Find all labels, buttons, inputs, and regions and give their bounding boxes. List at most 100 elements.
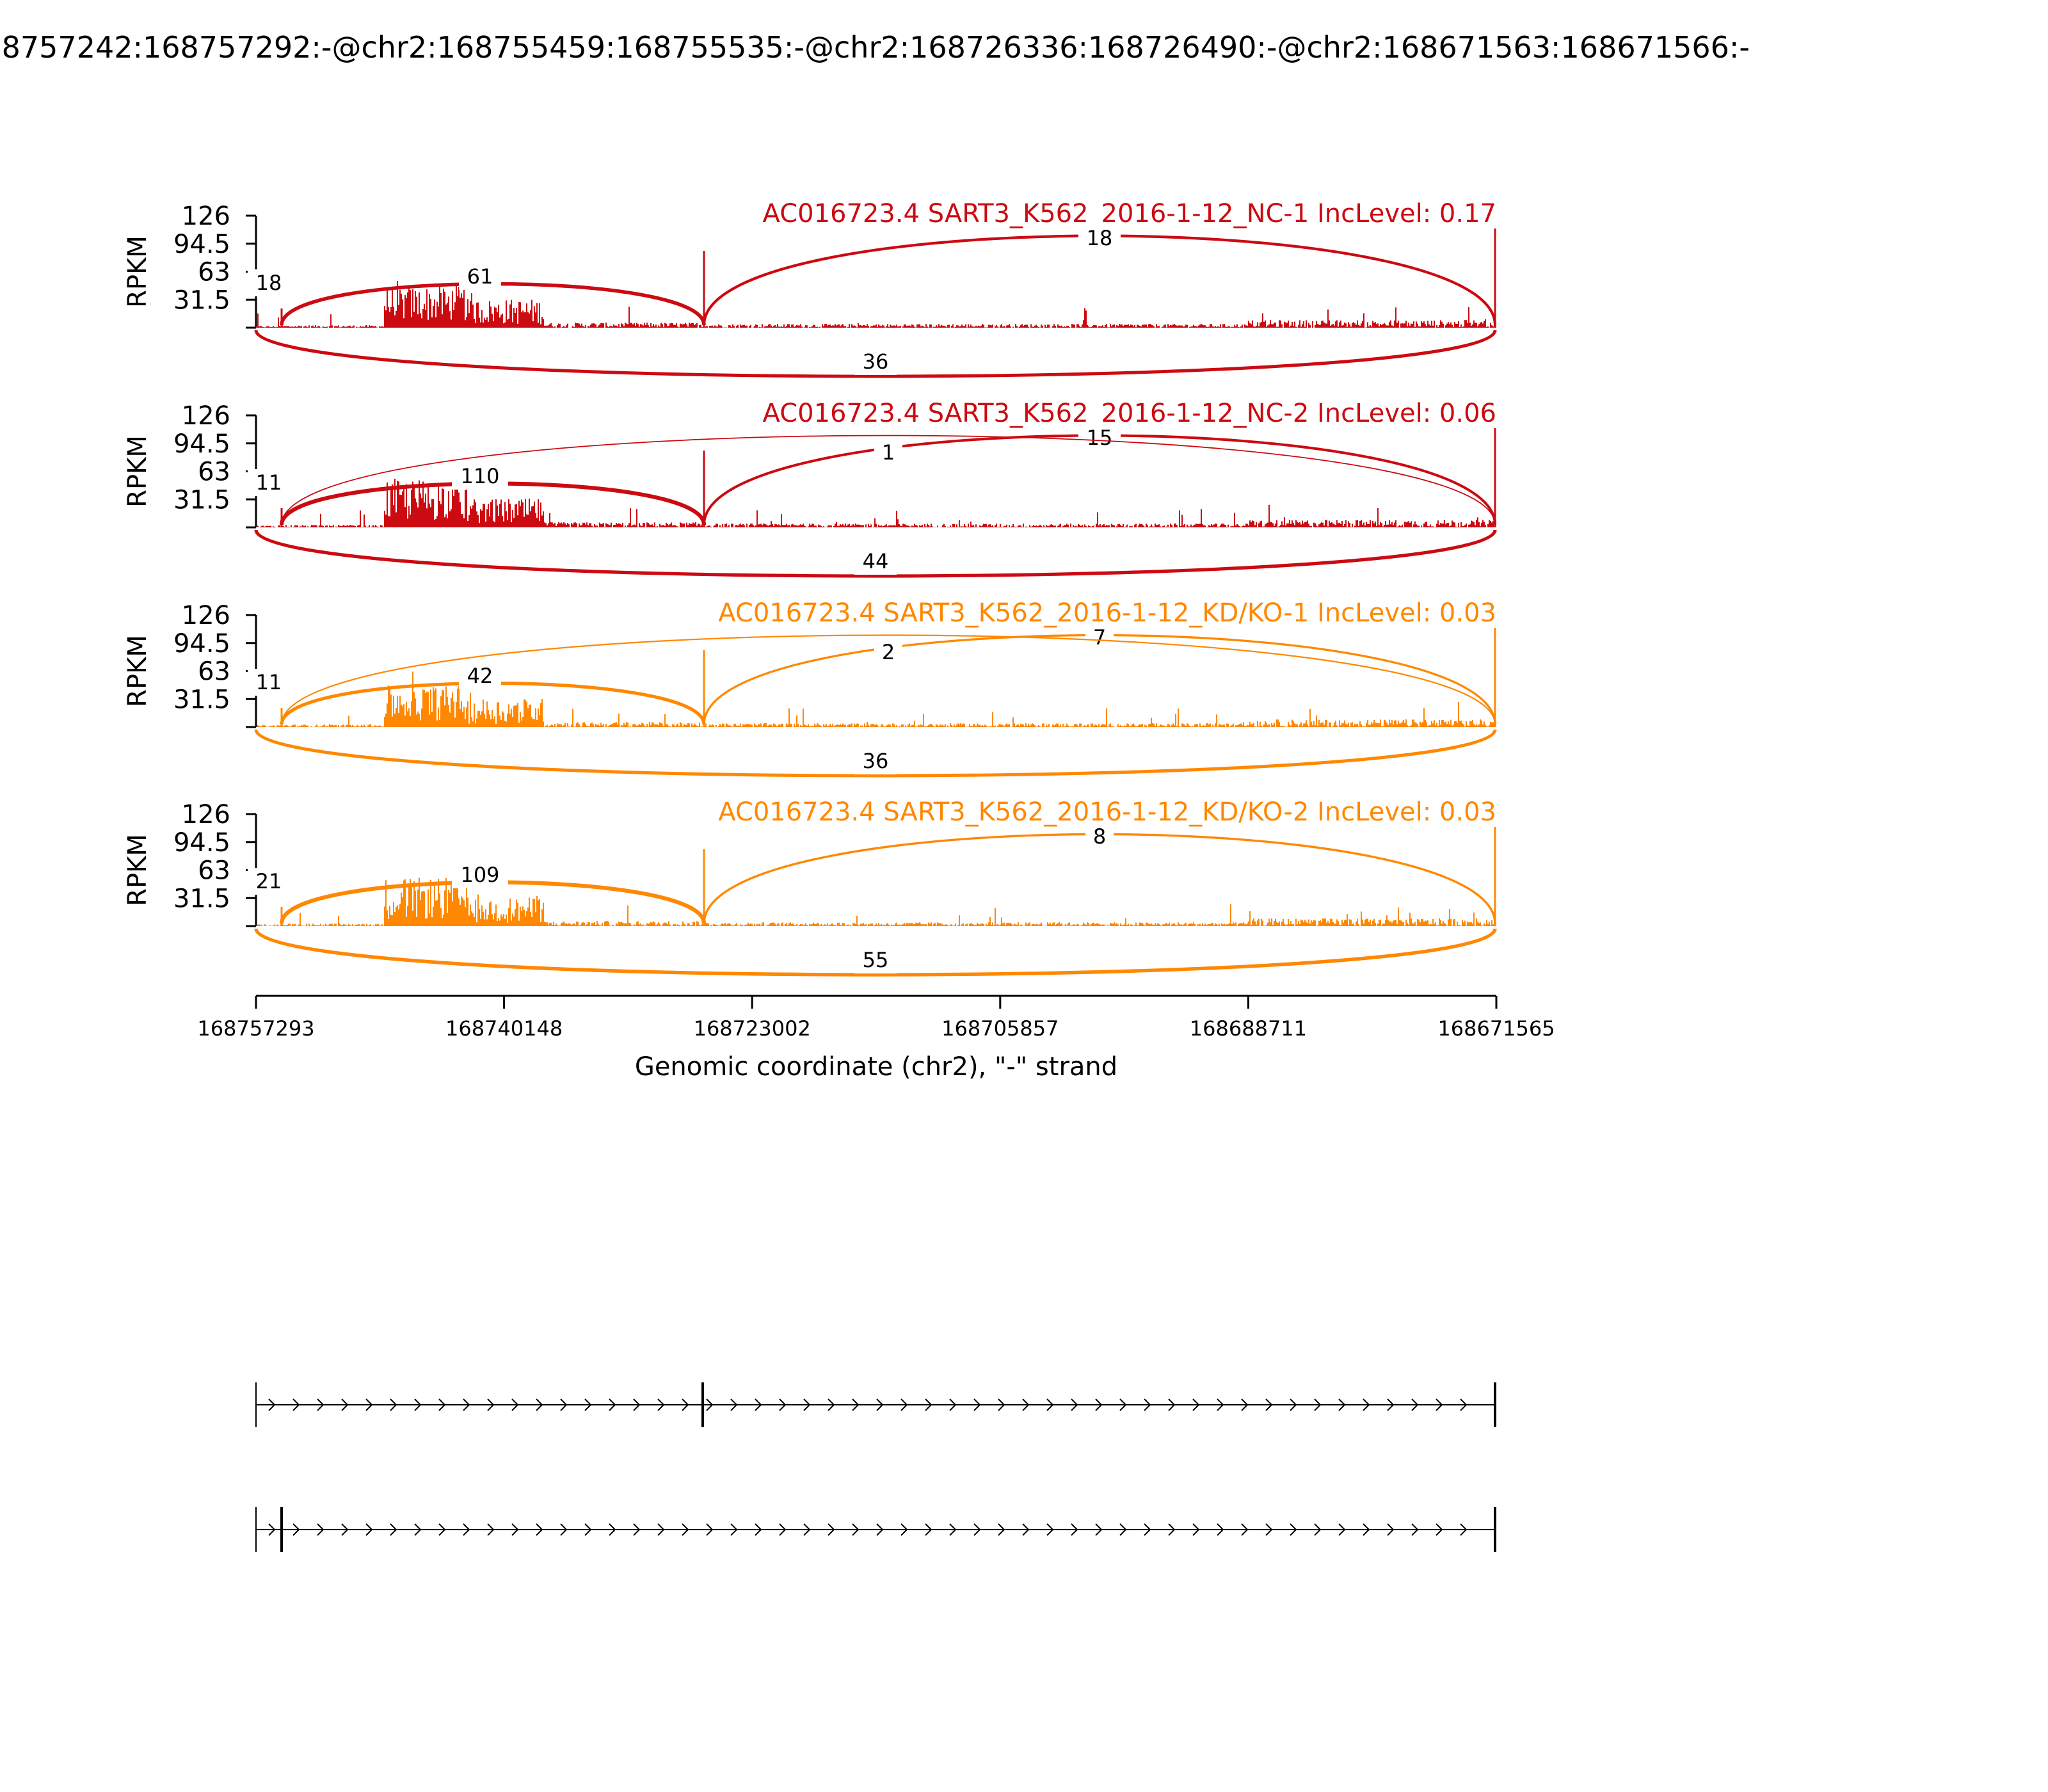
panel-2: AC016723.4 SART3_K562_2016-1-12_NC-2 Inc… (123, 399, 1497, 578)
junction-label-bg (459, 662, 501, 689)
junction-read-count: 11 (256, 470, 282, 495)
strand-arrow (268, 1398, 276, 1411)
junction-label-bg (1078, 424, 1121, 451)
strand-arrow (463, 1523, 470, 1536)
strand-arrow (1046, 1398, 1054, 1411)
strand-arrow (949, 1398, 957, 1411)
strand-arrow (317, 1398, 324, 1411)
junction-read-count: 36 (863, 349, 889, 374)
y-tick-label: 94.5 (173, 230, 230, 259)
junction-arc (254, 529, 1497, 578)
strand-arrow (1265, 1398, 1273, 1411)
strand-arrow (779, 1398, 787, 1411)
panel-title: AC016723.4 SART3_K562_2016-1-12_KD/KO-2 … (718, 797, 1496, 827)
x-tick-label: 168705857 (941, 1016, 1059, 1041)
strand-arrow (1192, 1398, 1200, 1411)
strand-arrow (1290, 1523, 1297, 1536)
y-tick-label: 94.5 (173, 828, 230, 858)
junction-read-count: 8 (1093, 824, 1106, 849)
strand-arrow (755, 1523, 762, 1536)
strand-arrow (560, 1398, 568, 1411)
strand-arrow (341, 1523, 349, 1536)
strand-arrow (1338, 1523, 1346, 1536)
junction-arc (254, 330, 1497, 378)
strand-arrow (973, 1523, 981, 1536)
strand-arrow (730, 1398, 738, 1411)
strand-arrow (1436, 1523, 1443, 1536)
y-tick-label: 126 (182, 401, 230, 431)
strand-arrow (1460, 1398, 1468, 1411)
strand-arrow (657, 1523, 665, 1536)
strand-arrow (998, 1523, 1005, 1536)
junction-label-bg (854, 748, 897, 774)
strand-arrow (1071, 1398, 1078, 1411)
panel-title: AC016723.4 SART3_K562_2016-1-12_NC-1 Inc… (763, 199, 1496, 228)
y-axis-label: RPKM (123, 236, 152, 308)
strand-arrow (414, 1523, 422, 1536)
x-axis-label: Genomic coordinate (chr2), "-" strand (635, 1052, 1117, 1082)
y-tick-label: 63 (198, 458, 230, 487)
strand-arrow (803, 1398, 811, 1411)
strand-arrow (755, 1398, 762, 1411)
strand-arrow (390, 1523, 397, 1536)
y-tick-label: 63 (198, 856, 230, 886)
y-tick-label: 126 (182, 601, 230, 630)
junction-read-count: 2 (882, 640, 895, 664)
y-axis-label: RPKM (123, 834, 152, 906)
panel-title: AC016723.4 SART3_K562_2016-1-12_NC-2 Inc… (763, 399, 1496, 428)
strand-arrow (584, 1398, 592, 1411)
strand-arrow (925, 1398, 932, 1411)
strand-arrow (536, 1398, 543, 1411)
y-tick-label: 31.5 (173, 884, 230, 913)
y-axis-label: RPKM (123, 635, 152, 707)
strand-arrow (876, 1398, 884, 1411)
strand-arrow (1022, 1523, 1030, 1536)
y-tick-label: 94.5 (173, 629, 230, 659)
coverage (256, 671, 1496, 727)
strand-arrow (706, 1398, 714, 1411)
junction-read-count: 18 (256, 271, 282, 295)
junction-label-bg (854, 348, 897, 375)
junction-arc (280, 634, 1496, 725)
strand-arrow (1338, 1398, 1346, 1411)
strand-arrow (682, 1398, 689, 1411)
y-tick-label: 94.5 (173, 429, 230, 459)
coverage (256, 877, 1496, 926)
strand-arrow (925, 1523, 932, 1536)
junction-read-count: 15 (1087, 426, 1113, 450)
strand-arrow (949, 1523, 957, 1536)
strand-arrow (900, 1398, 908, 1411)
junction-label-bg (248, 868, 290, 895)
junction-label-bg (854, 947, 897, 973)
y-tick-label: 31.5 (173, 685, 230, 714)
strand-arrow (1241, 1398, 1249, 1411)
junction-label-bg (248, 469, 290, 496)
strand-arrow (341, 1398, 349, 1411)
junction-label-bg (1078, 225, 1121, 252)
strand-arrow (1168, 1523, 1176, 1536)
y-tick-label: 63 (198, 657, 230, 687)
strand-arrow (1363, 1523, 1370, 1536)
x-tick-label: 168688711 (1190, 1016, 1307, 1041)
strand-arrow (1460, 1523, 1468, 1536)
junction-read-count: 11 (256, 670, 282, 694)
x-tick-label: 168757293 (197, 1016, 314, 1041)
strand-arrow (1119, 1523, 1127, 1536)
junction-arc (254, 928, 1497, 977)
y-tick-label: 31.5 (173, 485, 230, 515)
strand-arrow (1144, 1523, 1151, 1536)
panel-3: AC016723.4 SART3_K562_2016-1-12_KD/KO-1 … (123, 598, 1497, 778)
strand-arrow (706, 1523, 714, 1536)
sample-panels: AC016723.4 SART3_K562_2016-1-12_NC-1 Inc… (123, 199, 1497, 977)
junction-read-count: 61 (467, 264, 493, 289)
strand-arrow (317, 1523, 324, 1536)
strand-arrow (1217, 1523, 1224, 1536)
y-axis-label: RPKM (123, 435, 152, 508)
strand-arrow (390, 1398, 397, 1411)
junction-read-count: 21 (256, 869, 282, 893)
strand-arrow (463, 1398, 470, 1411)
strand-arrow (900, 1523, 908, 1536)
gene-models (255, 1382, 1496, 1552)
junction-arc (281, 435, 1496, 525)
strand-arrow (657, 1398, 665, 1411)
